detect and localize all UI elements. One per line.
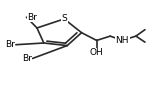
Text: Br: Br [27,13,37,22]
Text: Br: Br [22,54,32,63]
Text: NH: NH [116,36,129,45]
Text: OH: OH [90,48,104,57]
Text: Br: Br [5,40,15,49]
Text: S: S [61,14,67,23]
